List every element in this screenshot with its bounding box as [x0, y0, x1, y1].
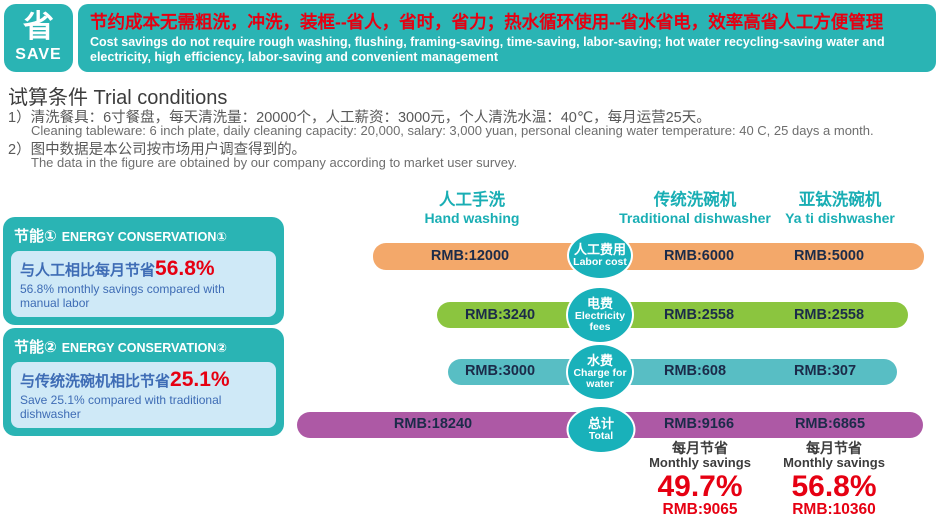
trial-item-2-zh: 2）图中数据是本公司按市场用户调查得到的。	[8, 142, 307, 158]
monthly-savings-label-en: Monthly savings	[649, 455, 751, 470]
bar-value: RMB:3240	[464, 307, 536, 323]
bar-electricity-fees	[437, 302, 908, 328]
energy-box-2-panel: 与传统洗碗机相比节省25.1% Save 25.1% compared with…	[11, 362, 276, 428]
header-title-en: Cost savings do not require rough washin…	[90, 35, 885, 64]
row-ellipse-electricity-fees: 电费 Electricity fees	[566, 286, 634, 344]
header-banner: 节约成本无需粗洗，冲洗，装框--省人，省时，省力；热水循环使用--省水省电，效率…	[78, 4, 936, 72]
energy-conservation-box-2: 节能② ENERGY CONSERVATION② 与传统洗碗机相比节省25.1% …	[3, 328, 284, 436]
monthly-savings-percent: 49.7%	[657, 470, 743, 503]
bar-value: RMB:2558	[663, 307, 735, 323]
monthly-savings-amount: RMB:9065	[662, 501, 738, 518]
trial-item-2-en: The data in the figure are obtained by o…	[31, 155, 518, 170]
energy-box-1-title-zh: 节能①	[14, 228, 57, 245]
column-header-traditional-dishwasher: 传统洗碗机 Traditional dishwasher	[619, 191, 771, 226]
row-label-en: Total	[588, 430, 614, 442]
column-header-yati-dishwasher: 亚钛洗碗机 Ya ti dishwasher	[785, 191, 895, 226]
column-header-hand-washing: 人工手洗 Hand washing	[425, 191, 520, 226]
energy-box-2-percent: 25.1%	[170, 368, 230, 391]
monthly-savings-percent: 56.8%	[791, 470, 877, 503]
trial-item-1-en: Cleaning tableware: 6 inch plate, daily …	[31, 123, 874, 138]
bar-value: RMB:12000	[430, 248, 510, 264]
bar-value: RMB:6865	[794, 416, 866, 432]
energy-box-1-line-zh: 与人工相比每月节省	[20, 262, 156, 279]
row-label-en: Electricity fees	[574, 310, 626, 333]
row-label-en: Charge for water	[573, 367, 627, 390]
column-header-traditional-dishwasher-zh: 传统洗碗机	[653, 191, 737, 209]
bar-value: RMB:9166	[663, 416, 735, 432]
column-header-hand-washing-zh: 人工手洗	[439, 191, 505, 209]
monthly-savings-label-zh: 每月节省	[805, 440, 862, 456]
column-header-yati-dishwasher-zh: 亚钛洗碗机	[798, 191, 882, 209]
bar-value: RMB:5000	[793, 248, 865, 264]
bar-value: RMB:2558	[793, 307, 865, 323]
bar-value: RMB:307	[793, 363, 857, 379]
monthly-savings-label-en: Monthly savings	[783, 455, 885, 470]
energy-box-1-title-en: ENERGY CONSERVATION①	[61, 230, 227, 244]
row-ellipse-water-charge: 水费 Charge for water	[566, 343, 634, 401]
save-badge: 省 SAVE	[4, 4, 73, 72]
energy-box-1-panel: 与人工相比每月节省56.8% 56.8% monthly savings com…	[11, 251, 276, 317]
energy-box-2-title: 节能② ENERGY CONSERVATION②	[11, 333, 276, 362]
monthly-savings-yati: 每月节省 Monthly savings 56.8% RMB:10360	[783, 440, 885, 518]
energy-box-1-percent: 56.8%	[155, 257, 215, 280]
monthly-savings-traditional: 每月节省 Monthly savings 49.7% RMB:9065	[649, 440, 751, 518]
column-header-hand-washing-en: Hand washing	[424, 210, 520, 226]
energy-box-2-line-zh: 与传统洗碗机相比节省	[20, 373, 171, 390]
monthly-savings-amount: RMB:10360	[792, 501, 876, 518]
monthly-savings-label-zh: 每月节省	[671, 440, 728, 456]
row-label-en: Labor cost	[573, 256, 627, 268]
energy-box-2-title-zh: 节能②	[14, 339, 57, 356]
energy-box-2-title-en: ENERGY CONSERVATION②	[61, 341, 227, 355]
bar-labor-cost	[373, 243, 924, 270]
energy-box-1-title: 节能① ENERGY CONSERVATION①	[11, 222, 276, 251]
row-label-zh: 水费	[586, 353, 613, 368]
row-label-zh: 总计	[587, 416, 614, 431]
row-label-zh: 人工费用	[573, 242, 626, 257]
column-header-traditional-dishwasher-en: Traditional dishwasher	[619, 210, 771, 226]
energy-box-1-line-en: 56.8% monthly savings compared with manu…	[20, 282, 225, 310]
bar-value: RMB:608	[663, 363, 727, 379]
energy-box-2-line-en: Save 25.1% compared with traditional dis…	[20, 393, 222, 421]
bar-value: RMB:3000	[464, 363, 536, 379]
row-label-zh: 电费	[586, 296, 613, 311]
bar-value: RMB:6000	[663, 248, 735, 264]
energy-conservation-box-1: 节能① ENERGY CONSERVATION① 与人工相比每月节省56.8% 5…	[3, 217, 284, 325]
bar-water-charge	[448, 359, 897, 385]
header-title-zh: 节约成本无需粗洗，冲洗，装框--省人，省时，省力；热水循环使用--省水省电，效率…	[90, 12, 884, 32]
row-ellipse-labor-cost: 人工费用 Labor cost	[567, 231, 633, 280]
trial-item-1-zh: 1）清洗餐具：6寸餐盘，每天清洗量：20000个，人工薪资：3000元，个人清洗…	[8, 110, 711, 126]
energy-box-1-savings-line: 与人工相比每月节省56.8%	[20, 257, 267, 281]
trial-conditions-heading: 试算条件 Trial conditions	[8, 87, 228, 109]
column-header-yati-dishwasher-en: Ya ti dishwasher	[785, 210, 895, 226]
row-ellipse-total: 总计 Total	[566, 405, 636, 454]
bar-value: RMB:18240	[393, 416, 473, 432]
save-badge-zh-label: 省	[23, 9, 54, 44]
energy-box-2-savings-line: 与传统洗碗机相比节省25.1%	[20, 368, 267, 392]
save-badge-en-label: SAVE	[15, 46, 62, 63]
